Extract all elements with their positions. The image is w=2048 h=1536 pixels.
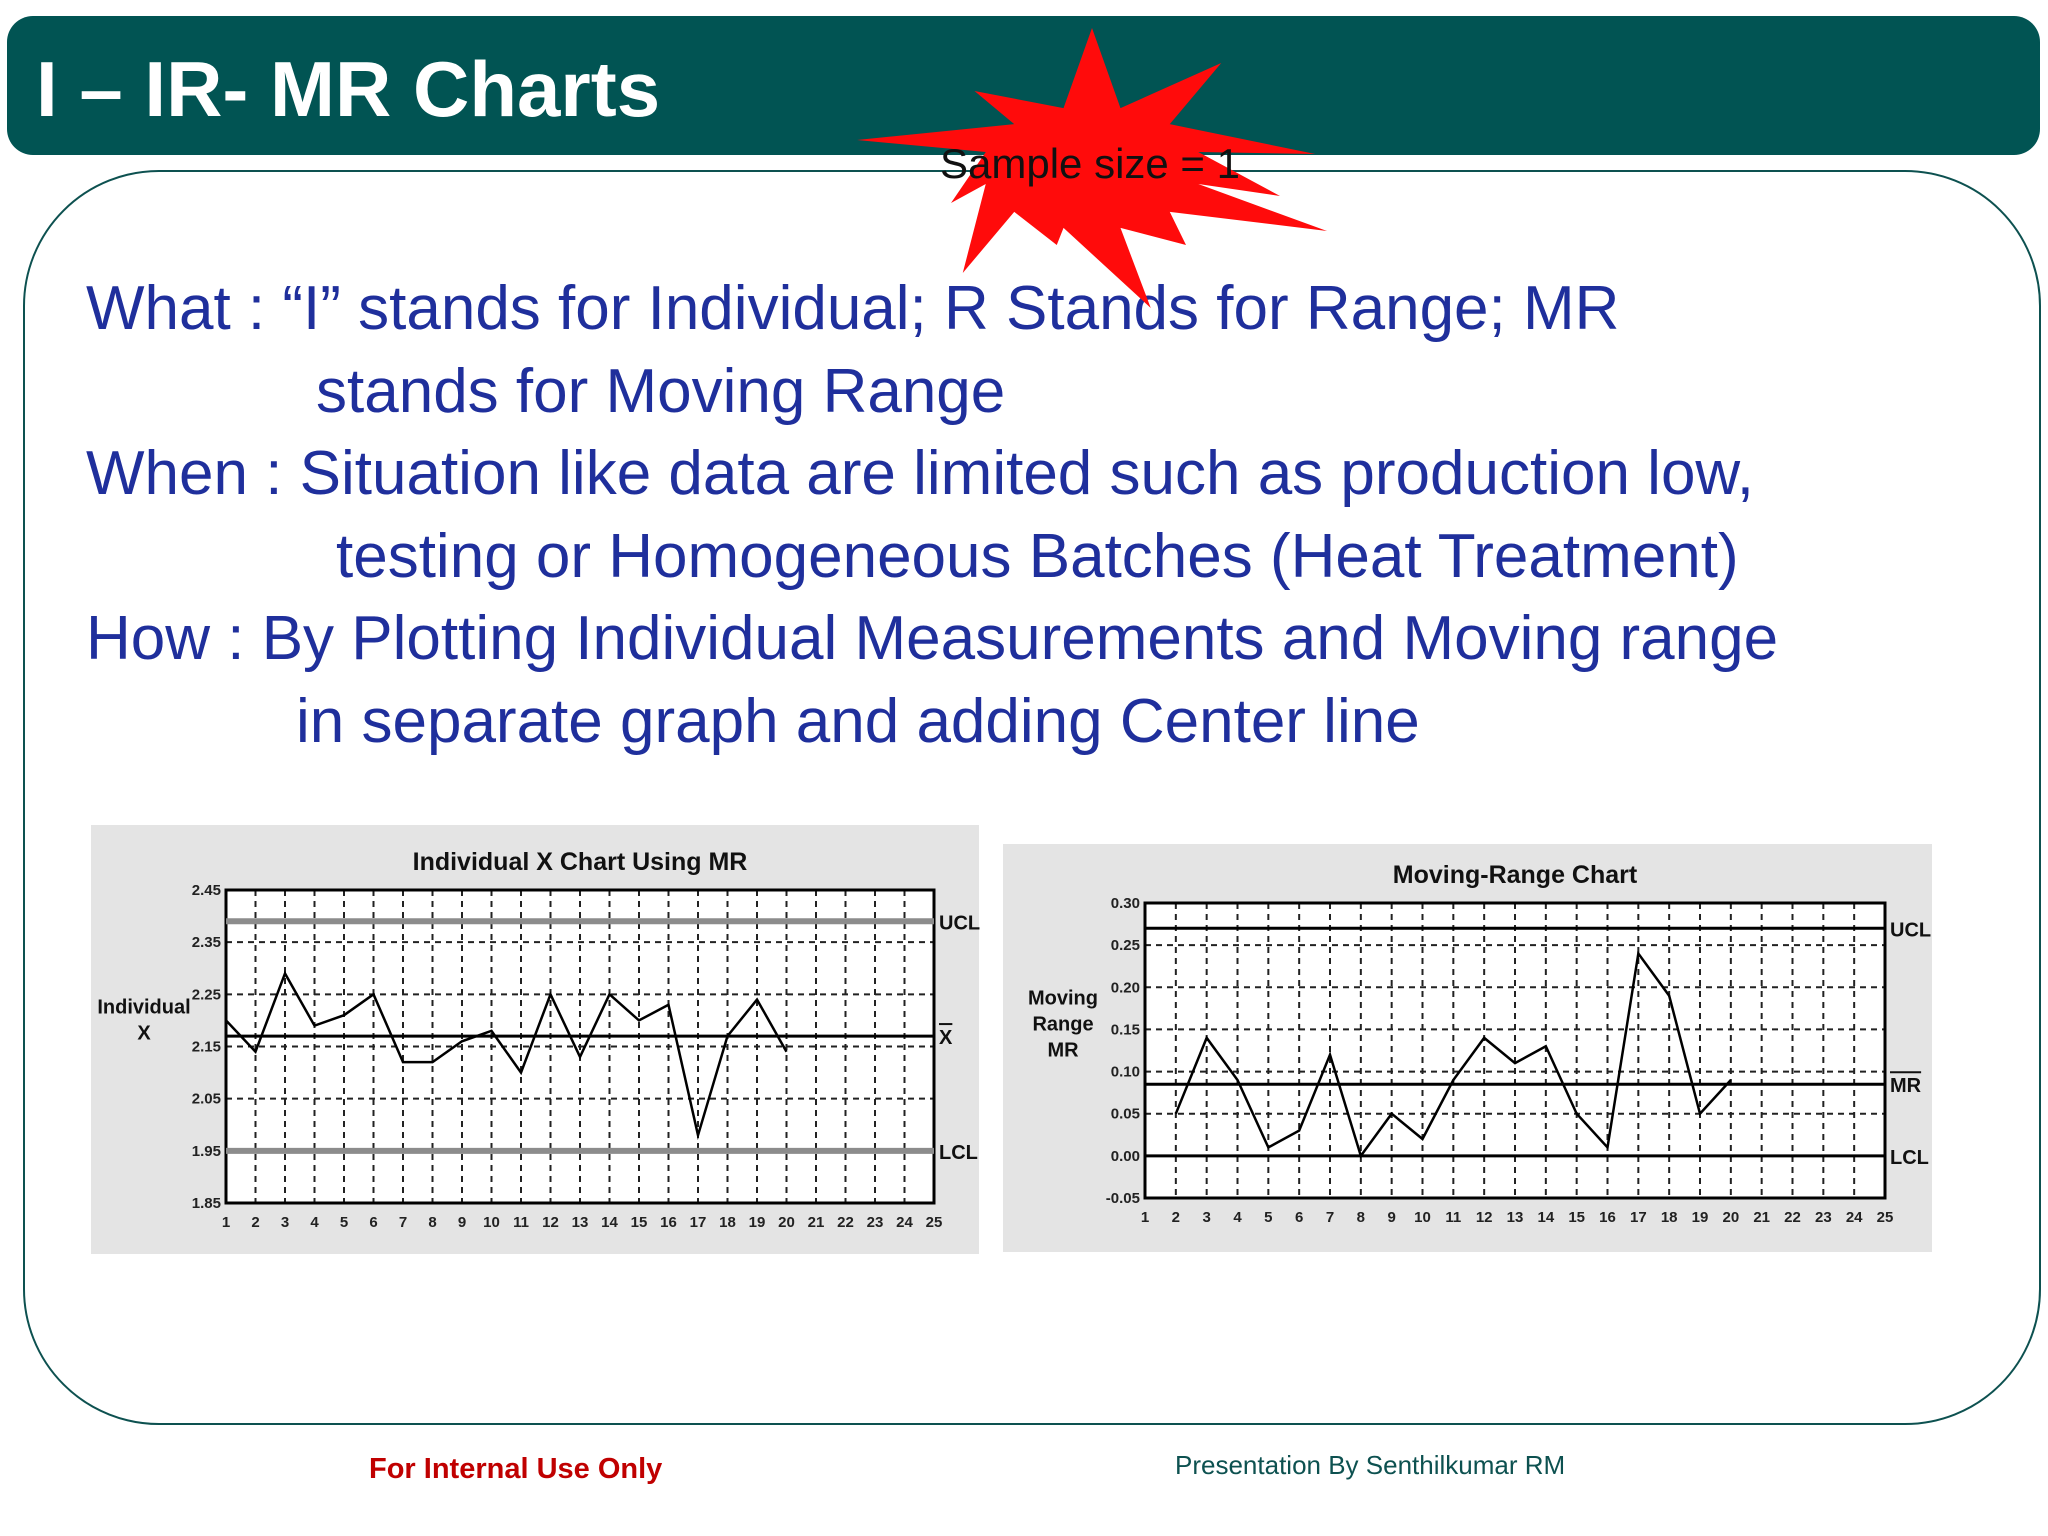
data-line <box>225 970 788 1141</box>
x-tick-label: 14 <box>1537 1209 1554 1226</box>
x-tick-label: 9 <box>458 1214 466 1231</box>
y-tick-label: 0.05 <box>1111 1106 1140 1123</box>
x-tick-label: 24 <box>1846 1209 1863 1226</box>
footer-right: Presentation By Senthilkumar RM <box>1175 1450 1565 1480</box>
x-tick-label: 11 <box>1445 1209 1461 1226</box>
x-tick-label: 15 <box>631 1214 648 1231</box>
x-tick-label: 25 <box>926 1214 943 1231</box>
x-tick-label: 24 <box>896 1214 913 1231</box>
x-tick-label: 4 <box>1233 1209 1242 1226</box>
x-tick-label: 7 <box>399 1214 407 1231</box>
body-line: in separate graph and adding Center line <box>296 687 1420 756</box>
x-tick-label: 7 <box>1326 1209 1334 1226</box>
y-tick-label: 2.35 <box>192 934 221 951</box>
x-tick-label: 2 <box>1172 1209 1180 1226</box>
footer-left: For Internal Use Only <box>369 1453 662 1485</box>
x-tick-label: 12 <box>542 1214 559 1231</box>
x-tick-label: 8 <box>1357 1209 1365 1226</box>
plot-frame <box>1143 901 1887 1200</box>
x-tick-label: 1 <box>222 1214 230 1231</box>
x-tick-label: 17 <box>1630 1209 1647 1226</box>
x-tick-label: 5 <box>340 1214 348 1231</box>
control-line-label: UCL <box>939 912 980 934</box>
x-tick-label: 17 <box>690 1214 707 1231</box>
x-tick-label: 19 <box>1692 1209 1709 1226</box>
x-tick-label: 20 <box>778 1214 795 1231</box>
x-tick-label: 25 <box>1877 1209 1894 1226</box>
x-tick-label: 16 <box>1599 1209 1616 1226</box>
y-tick-label: 1.95 <box>192 1143 221 1160</box>
x-tick-label: 22 <box>837 1214 854 1231</box>
x-tick-label: 3 <box>1202 1209 1210 1226</box>
y-axis-label: Moving <box>1028 988 1098 1010</box>
y-tick-label: 1.85 <box>192 1195 221 1212</box>
x-tick-label: 6 <box>1295 1209 1303 1226</box>
control-line-label: LCL <box>1890 1147 1929 1169</box>
chart-title: Individual X Chart Using MR <box>413 848 748 876</box>
plot-frame <box>224 888 936 1205</box>
body-line: What : “I” stands for Individual; R Stan… <box>86 274 1619 343</box>
control-line-label: X <box>939 1027 953 1049</box>
y-tick-label: 0.25 <box>1111 937 1140 954</box>
y-tick-label: -0.05 <box>1106 1190 1140 1207</box>
y-tick-label: 2.25 <box>192 986 221 1003</box>
body-line: stands for Moving Range <box>316 357 1005 426</box>
y-tick-label: 2.15 <box>192 1039 221 1056</box>
control-line-label: MR <box>1890 1075 1922 1097</box>
x-tick-label: 5 <box>1264 1209 1272 1226</box>
y-tick-label: 0.30 <box>1111 895 1140 912</box>
y-axis-label: Individual <box>97 997 190 1019</box>
x-tick-label: 23 <box>867 1214 884 1231</box>
x-tick-label: 18 <box>719 1214 736 1231</box>
x-tick-label: 23 <box>1815 1209 1832 1226</box>
x-tick-label: 18 <box>1661 1209 1678 1226</box>
x-tick-label: 4 <box>310 1214 319 1231</box>
body-line: When : Situation like data are limited s… <box>86 439 1754 508</box>
x-tick-label: 10 <box>1414 1209 1431 1226</box>
x-tick-label: 9 <box>1387 1209 1395 1226</box>
x-tick-label: 21 <box>808 1214 825 1231</box>
x-tick-label: 8 <box>428 1214 436 1231</box>
y-axis-label: MR <box>1047 1040 1079 1062</box>
y-axis-label: Range <box>1032 1014 1093 1036</box>
x-tick-label: 19 <box>749 1214 766 1231</box>
chart: Moving-Range Chart -0.05 0.00 0.05 0.10 0.15 0… <box>1003 844 1932 1252</box>
x-tick-label: 16 <box>660 1214 677 1231</box>
x-tick-label: 1 <box>1141 1209 1149 1226</box>
y-tick-label: 0.20 <box>1111 979 1140 996</box>
x-tick-label: 2 <box>251 1214 259 1231</box>
control-line-label: LCL <box>939 1142 978 1164</box>
header-bar <box>7 16 2040 155</box>
x-tick-label: 3 <box>281 1214 289 1231</box>
y-tick-label: 0.15 <box>1111 1021 1140 1038</box>
body-line: testing or Homogeneous Batches (Heat Tre… <box>336 522 1739 591</box>
y-tick-label: 0.10 <box>1111 1064 1140 1081</box>
x-tick-label: 14 <box>601 1214 618 1231</box>
x-tick-label: 22 <box>1784 1209 1801 1226</box>
control-line-label: UCL <box>1890 919 1931 941</box>
y-tick-label: 2.05 <box>192 1091 221 1108</box>
x-tick-label: 15 <box>1568 1209 1585 1226</box>
x-tick-label: 10 <box>483 1214 500 1231</box>
y-tick-label: 0.00 <box>1111 1148 1140 1165</box>
x-tick-label: 20 <box>1722 1209 1739 1226</box>
data-line <box>1174 950 1732 1159</box>
chart: Individual X Chart Using MR 1.85 1.95 2.05 2… <box>91 825 980 1254</box>
chart-title: Moving-Range Chart <box>1393 861 1638 889</box>
x-tick-label: 11 <box>513 1214 529 1231</box>
body-line: How : By Plotting Individual Measurement… <box>86 604 1778 673</box>
x-tick-label: 6 <box>369 1214 377 1231</box>
x-tick-label: 13 <box>1507 1209 1524 1226</box>
x-tick-label: 21 <box>1753 1209 1770 1226</box>
callout-text: Sample size = 1 <box>940 140 1240 187</box>
y-axis-label: X <box>137 1023 151 1045</box>
y-tick-label: 2.45 <box>192 882 221 899</box>
slide-title: I – IR- MR Charts <box>36 45 660 133</box>
x-tick-label: 12 <box>1476 1209 1493 1226</box>
x-tick-label: 13 <box>572 1214 589 1231</box>
body-text: What : “I” stands for Individual; R Stan… <box>86 274 1778 756</box>
starburst <box>857 28 1327 308</box>
